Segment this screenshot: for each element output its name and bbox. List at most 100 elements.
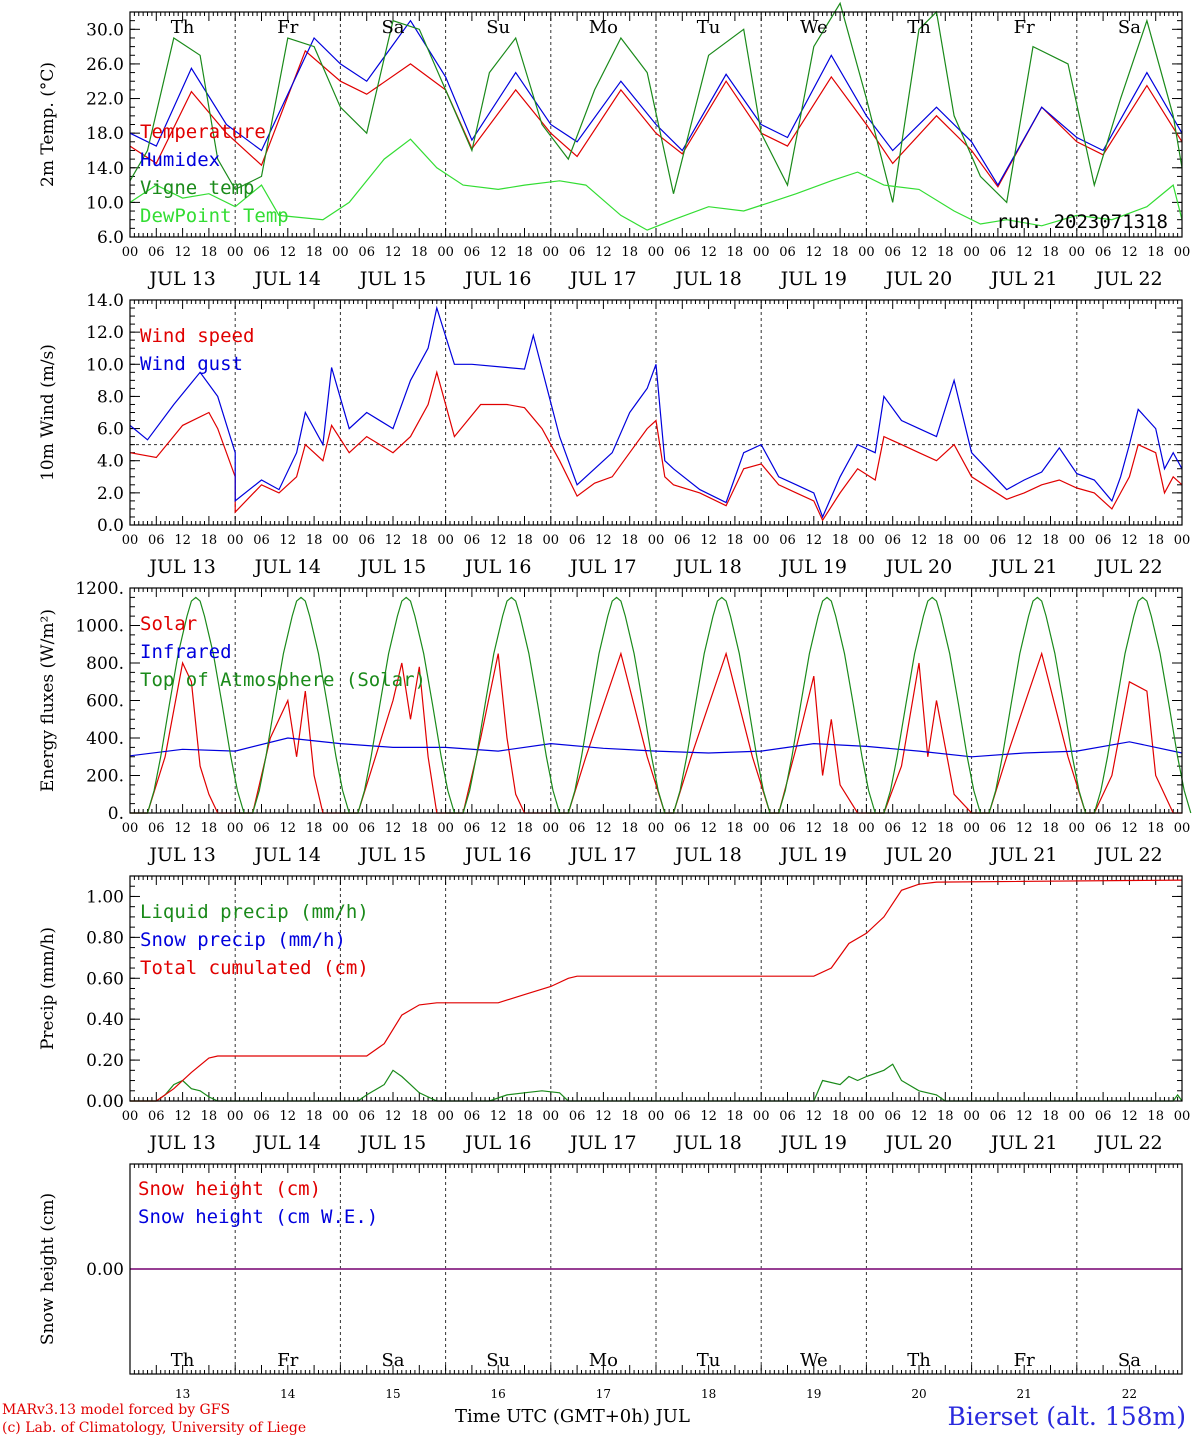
date-label: JUL 17 [568,1132,636,1154]
y-tick-label: 2.0 [97,484,124,504]
hour-label: 00 [332,533,349,548]
day-number-label: 16 [491,1387,506,1401]
legend-entry: Temperature [140,121,266,143]
date-label: JUL 13 [147,1132,215,1154]
hour-label: 00 [332,245,349,260]
hour-label: 18 [621,533,638,548]
hour-label: 00 [963,1109,980,1124]
date-label: JUL 16 [463,556,531,578]
hour-label: 18 [411,245,428,260]
hour-label: 12 [280,821,297,836]
day-of-week-label: Sa [381,17,404,38]
day-number-label: 17 [596,1387,611,1401]
date-label: JUL 19 [779,1132,847,1154]
y-tick-label: 4.0 [97,452,124,472]
y-tick-label: 1200. [75,579,124,599]
legend-entry: Liquid precip (mm/h) [140,901,369,923]
hour-label: 18 [727,245,744,260]
hour-label: 00 [1069,245,1086,260]
hour-label: 12 [1016,821,1033,836]
hour-label: 12 [700,533,717,548]
day-of-week-label: Tu [697,17,721,38]
hour-label: 06 [884,1109,901,1124]
date-label: JUL 20 [884,268,952,290]
day-number-label: 18 [701,1387,716,1401]
hour-label: 18 [1147,245,1164,260]
hour-label: 00 [122,533,139,548]
hour-label: 12 [385,245,402,260]
y-tick-label: 6.0 [97,228,124,248]
hour-label: 06 [990,533,1007,548]
day-of-week-label: We [800,17,828,38]
legend-entry: Solar [140,613,197,635]
hour-label: 12 [280,245,297,260]
hour-label: 06 [148,533,165,548]
hour-label: 00 [122,245,139,260]
hour-label: 00 [227,821,244,836]
hour-label: 12 [280,1109,297,1124]
hour-label: 12 [806,1109,823,1124]
day-number-label: 13 [175,1387,190,1401]
hour-label: 18 [411,821,428,836]
date-label: JUL 15 [358,556,426,578]
hour-label: 18 [1147,821,1164,836]
hour-label: 12 [490,1109,507,1124]
hour-label: 06 [884,533,901,548]
hour-label: 12 [174,245,191,260]
date-label: JUL 15 [358,844,426,866]
day-of-week-label: Mo [589,17,618,38]
hour-label: 00 [437,245,454,260]
hour-label: 06 [884,245,901,260]
hour-label: 00 [437,533,454,548]
y-tick-label: 0.40 [86,1010,124,1030]
hour-label: 12 [385,1109,402,1124]
day-of-week-label: Fr [1014,17,1035,38]
day-number-label: 20 [911,1387,926,1401]
hour-label: 12 [911,245,928,260]
hour-label: 06 [990,821,1007,836]
hour-label: 06 [253,533,270,548]
hour-label: 00 [1069,821,1086,836]
date-label: JUL 21 [989,268,1057,290]
hour-label: 06 [148,245,165,260]
legend-entry: Humidex [140,149,220,171]
hour-label: 12 [911,821,928,836]
day-of-week-label: Sa [381,1350,404,1371]
y-tick-label: 400. [86,729,124,749]
hour-label: 00 [648,821,665,836]
date-label: JUL 21 [989,1132,1057,1154]
hour-label: 12 [595,533,612,548]
hour-label: 00 [1069,1109,1086,1124]
hour-label: 06 [253,1109,270,1124]
y-tick-label: 800. [86,654,124,674]
hour-label: 18 [832,245,849,260]
x-axis-title: Time UTC (GMT+0h) JUL [455,1406,690,1427]
hour-label: 06 [358,245,375,260]
date-label: JUL 17 [568,844,636,866]
hour-label: 12 [700,1109,717,1124]
y-tick-label: 26.0 [86,55,124,75]
hour-label: 18 [411,533,428,548]
hour-label: 06 [569,1109,586,1124]
hour-label: 06 [884,821,901,836]
day-of-week-label: Fr [1014,1350,1035,1371]
y-tick-label: 0. [108,804,124,824]
hour-label: 12 [700,245,717,260]
hour-label: 00 [543,245,560,260]
hour-label: 06 [358,533,375,548]
hour-label: 18 [1042,821,1059,836]
hour-label: 00 [437,821,454,836]
hour-label: 06 [569,821,586,836]
legend-entry: DewPoint Temp [140,205,289,227]
day-of-week-label: Th [907,17,931,38]
hour-label: 12 [1016,533,1033,548]
hour-label: 12 [490,533,507,548]
hour-label: 00 [858,533,875,548]
hour-label: 18 [621,1109,638,1124]
hour-label: 18 [1042,533,1059,548]
hour-label: 12 [174,821,191,836]
hour-label: 18 [832,533,849,548]
date-label: JUL 18 [673,844,741,866]
date-label: JUL 22 [1094,844,1162,866]
plot-frame [129,11,1183,238]
